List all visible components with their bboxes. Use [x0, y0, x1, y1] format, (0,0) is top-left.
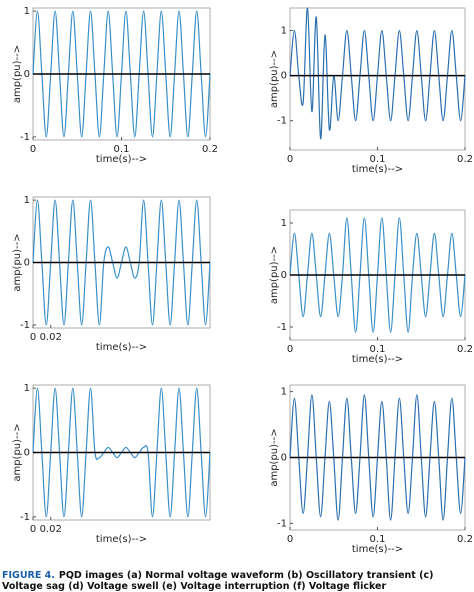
y-tick-label: 1 [281, 387, 287, 398]
x-tick-label: 0.2 [457, 344, 473, 355]
y-tick-label: -1 [20, 132, 30, 143]
y-tick-label: 1 [24, 383, 30, 394]
y-tick-label: -1 [20, 512, 30, 523]
y-tick-label: 0 [281, 453, 287, 464]
y-tick-label: 1 [24, 6, 30, 17]
caption: FIGURE 4. PQD images (a) Normal voltage w… [2, 570, 472, 592]
caption-text: PQD images (a) Normal voltage waveform (… [2, 570, 434, 592]
x-tick-label: 0.1 [114, 144, 130, 155]
x-tick-label: 0.02 [40, 332, 62, 343]
y-tick-label: -1 [277, 116, 287, 127]
x-axis-label: time(s)--> [352, 354, 403, 365]
x-tick-label: 0.02 [40, 524, 62, 535]
y-axis-label: amp(pu)--> [269, 50, 280, 108]
y-axis-label: amp(pu)--> [269, 428, 280, 486]
waveform [289, 7, 466, 140]
y-tick-label: -1 [277, 322, 287, 333]
y-tick-label: 1 [281, 218, 287, 229]
x-tick-label: 0 [30, 524, 36, 535]
x-tick-label: 0.2 [202, 144, 218, 155]
x-tick-label: 0.1 [370, 154, 386, 165]
x-tick-label: 0 [30, 332, 36, 343]
caption-label: FIGURE 4. [2, 570, 55, 581]
y-tick-label: 0 [24, 69, 30, 80]
x-tick-label: 0 [287, 534, 293, 545]
x-tick-label: 0.2 [457, 154, 473, 165]
x-tick-label: 0 [30, 144, 36, 155]
y-tick-label: 1 [281, 26, 287, 37]
x-axis-label: time(s)--> [96, 154, 147, 165]
x-axis-label: time(s)--> [96, 534, 147, 545]
y-tick-label: 0 [281, 71, 287, 82]
y-axis-label: amp(pu)--> [269, 246, 280, 304]
y-axis-label: amp(pu)--> [12, 233, 23, 291]
y-axis-label: amp(pu)--> [12, 45, 23, 103]
y-tick-label: 1 [24, 195, 30, 206]
x-tick-label: 0.1 [370, 344, 386, 355]
x-tick-label: 0 [287, 154, 293, 165]
y-tick-label: -1 [20, 320, 30, 331]
y-axis-label: amp(pu)--> [12, 423, 23, 481]
x-axis-label: time(s)--> [352, 164, 403, 175]
y-tick-label: -1 [277, 518, 287, 529]
x-axis-label: time(s)--> [352, 544, 403, 555]
y-tick-label: 0 [24, 448, 30, 459]
x-tick-label: 0 [287, 344, 293, 355]
x-tick-label: 0.2 [457, 534, 473, 545]
x-axis-label: time(s)--> [96, 342, 147, 353]
y-tick-label: 0 [281, 270, 287, 281]
x-tick-label: 0.1 [370, 534, 386, 545]
y-tick-label: 0 [24, 258, 30, 269]
